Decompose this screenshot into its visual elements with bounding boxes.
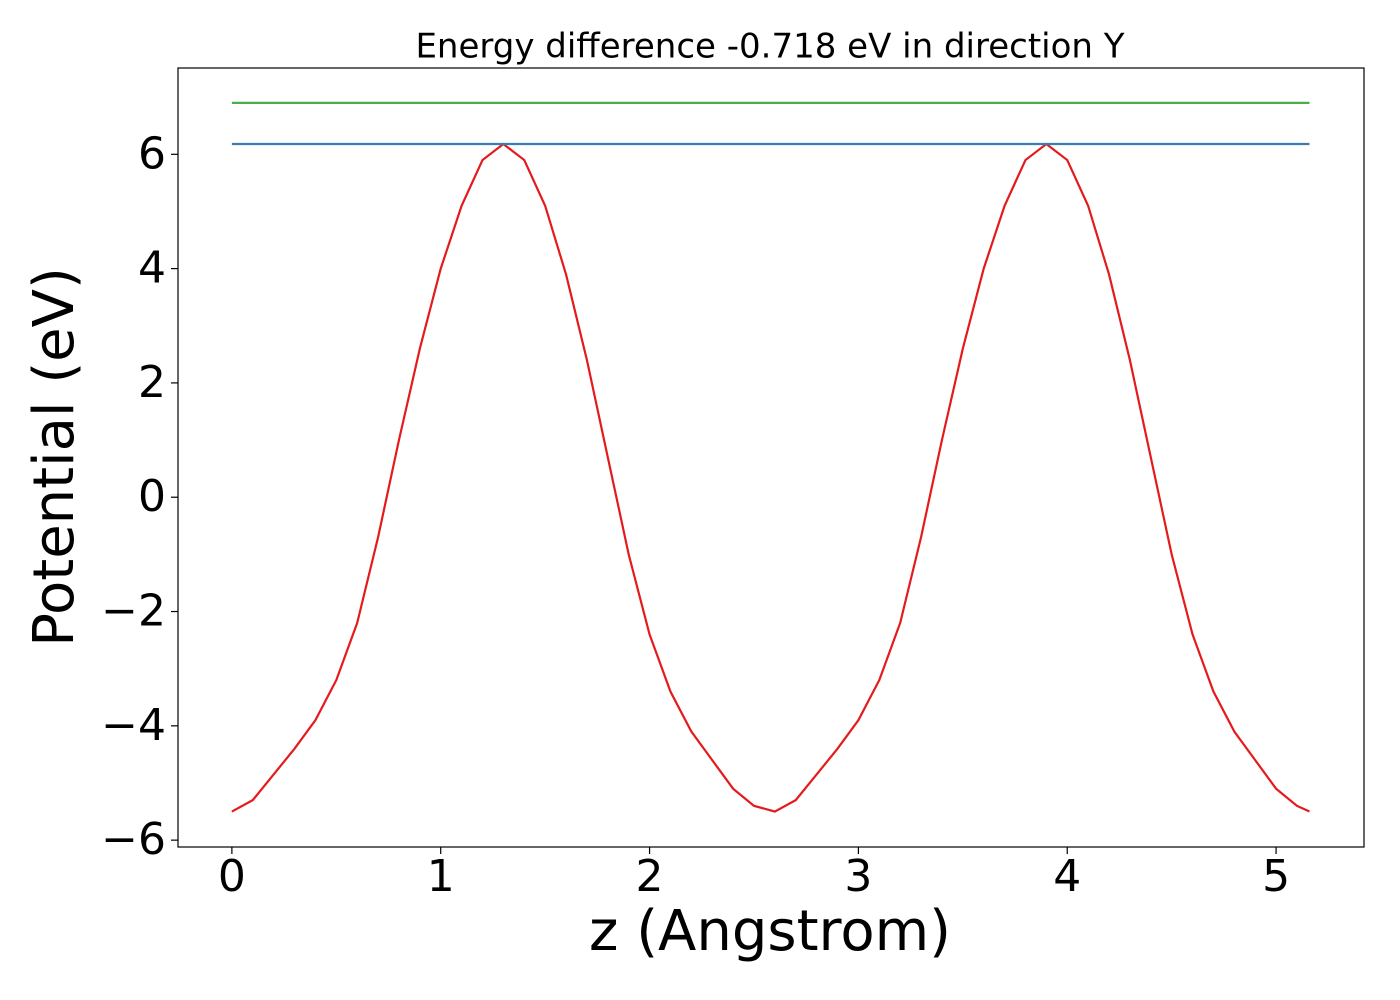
y-tick-label: 6 [138,128,166,179]
y-tick-label: −2 [101,586,166,637]
plot-frame [177,67,1365,848]
x-tick-label: 2 [636,851,664,902]
x-tick-label: 0 [218,851,246,902]
y-tick-label: 4 [138,243,166,294]
y-tick-label: 2 [138,357,166,408]
x-tick-label: 5 [1262,851,1290,902]
series-line [231,142,1310,813]
chart-title: Energy difference -0.718 eV in direction… [415,27,1124,67]
x-tick-label: 3 [844,851,872,902]
x-tick-label: 1 [427,851,455,902]
y-tick-label: −4 [101,700,166,751]
y-tick-label: 0 [138,471,166,522]
y-axis-label: Potential (eV) [22,267,87,647]
x-axis-label: z (Angstrom) [589,899,951,964]
y-tick-label: −6 [101,814,166,865]
x-tick-label: 4 [1053,851,1081,902]
